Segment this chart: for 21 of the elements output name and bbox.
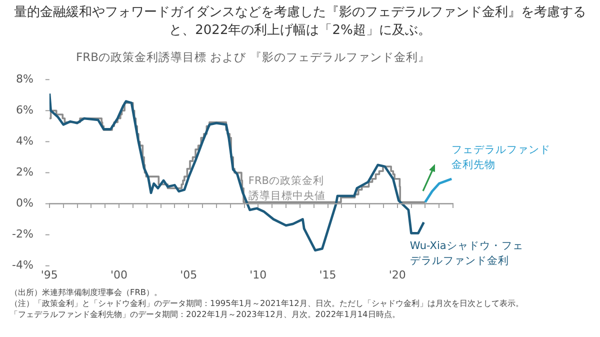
- y-tick-label: 0%: [16, 196, 34, 210]
- chart-subtitle: FRBの政策金利誘導目標 および 『影のフェデラルファンド金利』: [76, 50, 431, 65]
- y-tick-label: 6%: [16, 103, 34, 116]
- x-tick-label: '15: [319, 268, 336, 282]
- chart-title: 量的金融緩和やフォワードガイダンスなどを考慮した『影のフェデラルファンド金利』を考慮すると、2022年の利上げ幅は「2%超」に及ぶ。: [13, 4, 587, 40]
- text: 「フェデラルファンド金利先物」のデータ期間：2022年1月～2023年12月、月次。2022年1月14日時点。: [10, 309, 401, 320]
- x-tick-label: '95: [40, 268, 58, 282]
- y-tick-label: 2%: [16, 166, 34, 179]
- x-tick-label: '10: [250, 268, 267, 282]
- series-label: FRBの政策金利誘導目標中央値: [248, 174, 326, 202]
- series-label: Wu-Xiaシャドウ・フェデラルファンド金利: [410, 240, 524, 267]
- y-tick-label: 8%: [16, 72, 34, 86]
- text: （注）「政策金利」と「シャドウ金利」のデータ期間：1995年1月～2021年12月、日次。ただし「シャドウ金利」は月次を日次として表示。: [10, 298, 524, 309]
- x-tick-label: '20: [388, 268, 406, 282]
- y-tick-label: -2%: [12, 228, 34, 241]
- y-tick-label: 4%: [16, 134, 34, 148]
- text: （出所）米連邦準備制度理事会（FRB）。: [10, 287, 164, 298]
- x-tick-label: '00: [110, 268, 128, 282]
- y-tick-label: -4%: [12, 258, 34, 272]
- series-label: フェデラルファンド金利先物: [452, 144, 551, 171]
- x-tick-label: '05: [180, 268, 198, 282]
